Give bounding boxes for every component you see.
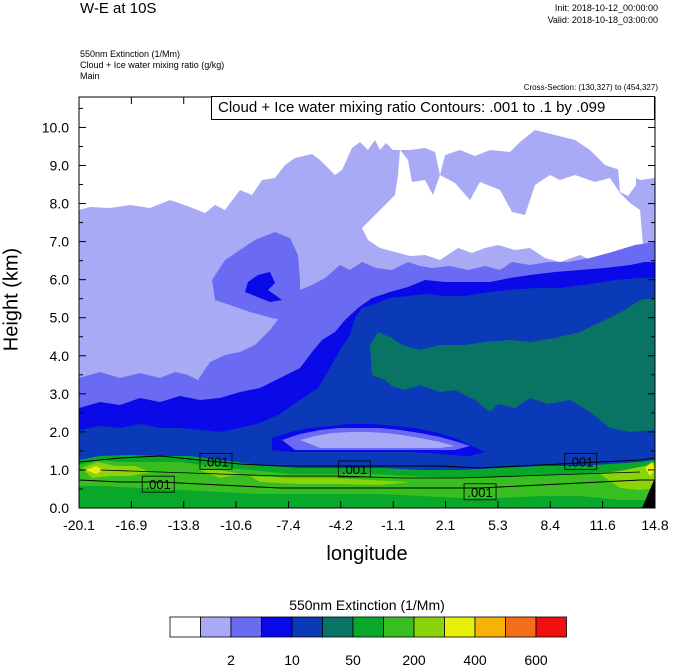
y-tick-label: 5.0 [50,310,70,326]
y-tick-label: 3.0 [50,386,70,402]
colorbar-swatch [536,617,567,637]
y-tick-label: 9.0 [50,158,70,174]
colorbar-swatch [475,617,506,637]
plot-area: .001 .001 .001 .001 .001 [79,97,655,508]
colorbar-label: 600 [524,652,548,667]
y-tick-label: 4.0 [50,348,70,364]
colorbar-label: 200 [402,652,426,667]
colorbar-swatch [323,617,354,637]
x-tick-label: 11.6 [590,517,616,533]
x-axis-label: longitude [0,543,674,566]
colorbar-swatch [262,617,293,637]
colorbar-swatch [384,617,415,637]
x-tick-label: 5.3 [488,517,508,533]
x-tick-label: -13.8 [168,517,200,533]
colorbar-label: 50 [345,652,361,667]
colorbar-swatch [353,617,384,637]
colorbar-swatch [292,617,323,637]
contour-label: .001 [568,454,593,469]
colorbar: 2 10 50 200 400 600 [170,617,567,667]
colorbar-title: 550nm Extinction (1/Mm) [0,597,674,613]
x-tick-label: -7.4 [276,517,300,533]
x-tick-label: -10.6 [220,517,252,533]
colorbar-label: 10 [284,652,300,667]
y-tick-label: 1.0 [50,462,70,478]
contour-label: .001 [467,485,492,500]
contour-label: .001 [342,462,367,477]
colorbar-swatch [445,617,476,637]
y-tick-label: 2.0 [50,424,70,440]
colorbar-swatch [201,617,232,637]
y-tick-label: 10.0 [42,119,69,135]
x-tick-label: 2.1 [436,517,456,533]
contour-label: .001 [203,454,228,469]
x-tick-label: 8.4 [541,517,561,533]
y-tick-label: 6.0 [50,272,70,288]
x-tick-label: -4.2 [329,517,353,533]
contour-label: .001 [146,477,171,492]
y-tick-label: 8.0 [50,196,70,212]
colorbar-label: 2 [227,652,235,667]
colorbar-swatch [170,617,201,637]
x-tick-label: 14.8 [641,517,668,533]
x-tick-label: -16.9 [115,517,147,533]
colorbar-title-text: 550nm Extinction (1/Mm) [289,597,445,613]
y-tick-label: 0.0 [50,500,70,516]
colorbar-swatch [414,617,445,637]
contour-info-box: Cloud + Ice water mixing ratio Contours:… [211,96,655,120]
colorbar-swatch [506,617,537,637]
x-axis-label-text: longitude [326,543,407,565]
y-tick-label: 7.0 [50,234,70,250]
x-tick-label: -1.1 [381,517,405,533]
colorbar-label: 400 [463,652,487,667]
x-tick-label: -20.1 [63,517,95,533]
y-axis-label-text: Height (km) [1,230,24,370]
colorbar-swatch [231,617,262,637]
